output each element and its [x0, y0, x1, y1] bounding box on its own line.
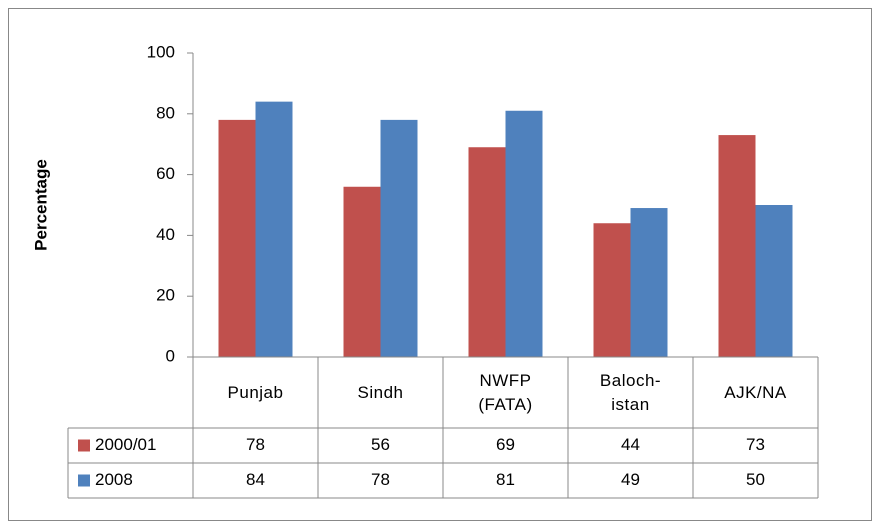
table-value: 56	[371, 435, 390, 454]
table-value: 73	[746, 435, 765, 454]
legend-label: 2000/01	[95, 435, 156, 454]
x-tick-label: NWFP (FATA)	[478, 370, 533, 414]
table-value: 78	[246, 435, 265, 454]
y-tick-label: 0	[166, 346, 175, 365]
y-tick-label: 60	[156, 164, 175, 183]
bar	[630, 208, 668, 357]
x-tick-label: AJK/NA	[724, 382, 787, 402]
legend-key	[78, 439, 90, 452]
x-tick-label: Punjab	[227, 382, 284, 402]
table-value: 84	[246, 470, 265, 489]
legend-key	[78, 474, 90, 487]
legend-label: 2008	[95, 470, 133, 489]
y-tick-label: 100	[147, 42, 175, 61]
bar	[343, 186, 381, 357]
bar	[468, 147, 506, 357]
table-value: 44	[621, 435, 640, 454]
bar	[718, 135, 756, 357]
bar	[593, 223, 631, 357]
bar	[755, 205, 793, 357]
y-axis-label: Percentage	[31, 159, 50, 251]
table-value: 50	[746, 470, 765, 489]
table-value: 81	[496, 470, 515, 489]
bar	[380, 119, 418, 357]
y-tick-label: 80	[156, 103, 175, 122]
y-tick-label: 20	[156, 286, 175, 305]
bar	[255, 101, 293, 357]
table-value: 78	[371, 470, 390, 489]
x-tick-label: Sindh	[357, 382, 404, 402]
y-tick-label: 40	[156, 225, 175, 244]
bar	[218, 119, 256, 357]
bar	[505, 110, 543, 357]
x-tick-label: Baloch- istan	[599, 370, 662, 414]
table-value: 69	[496, 435, 515, 454]
table-value: 49	[621, 470, 640, 489]
